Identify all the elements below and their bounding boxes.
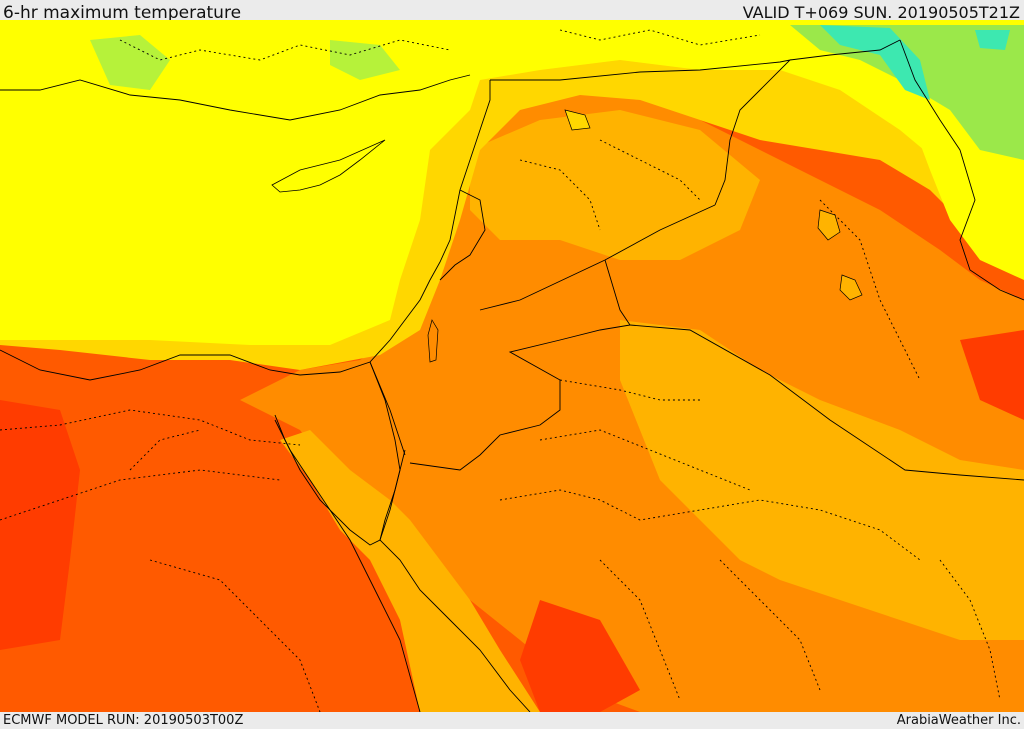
temp-zone-cyan-2 bbox=[975, 30, 1010, 50]
coastline-sinai bbox=[274, 361, 401, 546]
coastline-med bbox=[0, 80, 491, 381]
temp-zone-green-3 bbox=[790, 25, 1024, 160]
temp-zone-amber-3 bbox=[470, 110, 760, 260]
cyprus-outline bbox=[271, 139, 386, 193]
border-iraq-kuwait bbox=[629, 324, 1024, 481]
temp-zone-green-2 bbox=[330, 40, 400, 80]
coastline-redsea-east bbox=[379, 449, 531, 712]
valid-time-label: VALID T+069 SUN. 20190505T21Z bbox=[742, 3, 1020, 22]
footer-bar: ECMWF MODEL RUN: 20190503T00Z ArabiaWeat… bbox=[0, 712, 1024, 729]
header-bar: 6-hr maximum temperature VALID T+069 SUN… bbox=[0, 0, 1024, 23]
lake-1 bbox=[817, 209, 841, 241]
temp-zone-yellow bbox=[0, 20, 1024, 345]
lake-3 bbox=[564, 109, 591, 131]
lake-2 bbox=[839, 274, 863, 301]
admin-borders bbox=[0, 29, 1001, 712]
model-run-label: ECMWF MODEL RUN: 20190503T00Z bbox=[3, 713, 244, 728]
coastline-turkey bbox=[0, 74, 471, 121]
border-iran-iraq bbox=[899, 39, 1024, 301]
temperature-map[interactable] bbox=[0, 20, 1024, 712]
credit-label: ArabiaWeather Inc. bbox=[896, 713, 1021, 728]
temp-zone-hot-2 bbox=[520, 600, 640, 712]
coastline-redsea-west bbox=[274, 419, 421, 712]
border-egypt-israel bbox=[369, 361, 406, 456]
border-lebanon-syria bbox=[439, 189, 486, 281]
dead-sea bbox=[427, 319, 439, 363]
temp-zone-amber-2 bbox=[620, 320, 1024, 640]
temp-zone-cyan bbox=[820, 25, 930, 100]
temp-zone-green bbox=[90, 35, 170, 90]
temp-zone-hot-3 bbox=[960, 330, 1024, 420]
map-title: 6-hr maximum temperature bbox=[3, 3, 242, 23]
border-turkey-syria bbox=[789, 39, 901, 61]
temp-zone-hot-1 bbox=[0, 400, 80, 650]
temp-zone-amber bbox=[280, 430, 540, 712]
